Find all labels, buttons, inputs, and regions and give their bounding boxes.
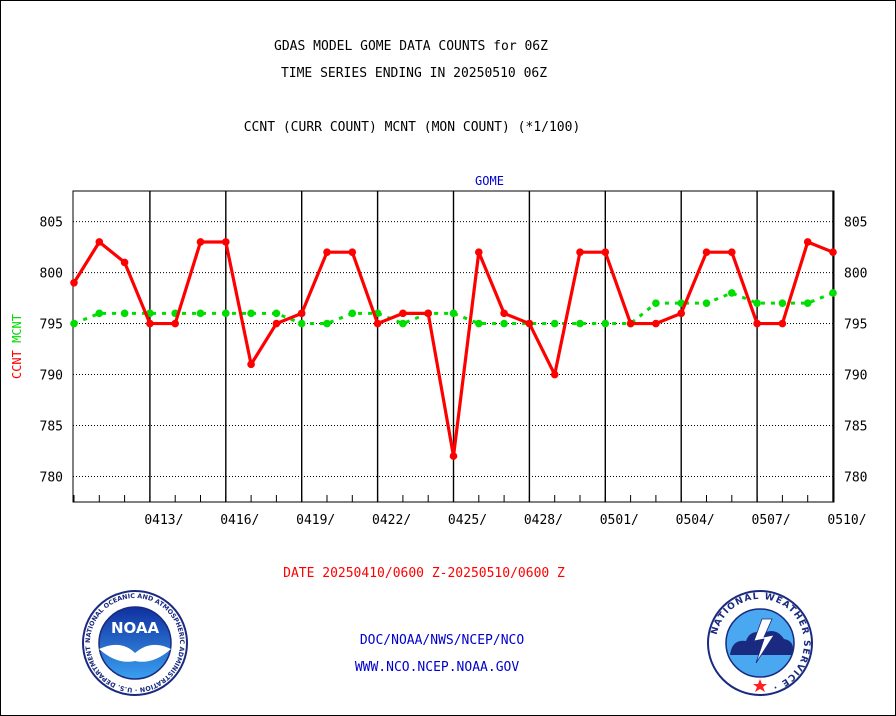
data-point-ccnt (70, 278, 78, 287)
data-point-ccnt (525, 319, 534, 328)
y-axis-label: CCNT MCNT (10, 314, 24, 379)
data-point-mcnt (348, 309, 357, 318)
y-tick-label-right: 795 (844, 318, 867, 333)
data-point-mcnt (222, 309, 230, 318)
data-point-ccnt (803, 238, 812, 246)
data-point-ccnt (272, 319, 281, 328)
data-point-mcnt (95, 309, 104, 318)
data-point-ccnt (399, 309, 407, 318)
data-point-ccnt (247, 360, 255, 369)
y-tick-label-left: 795 (40, 318, 63, 333)
nws-logo: NATIONAL WEATHER SERVICE · (707, 590, 813, 696)
data-point-ccnt (424, 309, 433, 318)
data-point-ccnt (120, 258, 129, 267)
y-axis-label-ccnt: CCNT (10, 343, 24, 379)
data-point-ccnt (677, 309, 685, 318)
y-tick-label-left: 800 (40, 267, 63, 282)
data-point-ccnt (146, 319, 154, 328)
data-point-mcnt (247, 309, 255, 318)
x-tick-label: 0416/ (220, 513, 259, 528)
y-tick-label-right: 800 (844, 267, 867, 282)
data-point-mcnt (702, 299, 711, 307)
title-line-1: GDAS MODEL GOME DATA COUNTS for 06Z (274, 39, 548, 54)
data-point-mcnt (500, 319, 508, 328)
data-point-ccnt (626, 319, 635, 328)
data-point-mcnt (399, 319, 407, 328)
data-point-mcnt (70, 319, 78, 328)
data-point-mcnt (550, 319, 559, 328)
x-tick-label: 0413/ (144, 513, 183, 528)
y-tick-label-left: 805 (40, 216, 63, 231)
x-tick-label: 0422/ (372, 513, 411, 528)
y-tick-label-right: 780 (844, 471, 867, 486)
x-tick-label: 0419/ (296, 513, 335, 528)
data-point-ccnt (323, 248, 331, 256)
data-point-ccnt (550, 370, 559, 379)
data-point-ccnt (373, 319, 382, 328)
data-point-ccnt (652, 319, 660, 328)
y-axis-label-mcnt: MCNT (10, 314, 24, 343)
data-point-mcnt (576, 319, 584, 328)
star-icon (753, 679, 767, 692)
data-point-ccnt (171, 319, 179, 328)
data-point-mcnt (475, 319, 483, 328)
data-point-mcnt (778, 299, 787, 307)
data-point-mcnt (803, 299, 812, 307)
data-point-mcnt (753, 299, 761, 307)
data-point-ccnt (222, 238, 230, 246)
y-tick-label-right: 790 (844, 369, 867, 384)
data-point-ccnt (196, 238, 205, 246)
data-point-mcnt (829, 289, 837, 297)
data-point-mcnt (120, 309, 129, 318)
data-point-ccnt (728, 248, 736, 256)
data-point-ccnt (576, 248, 584, 256)
data-point-ccnt (702, 248, 711, 256)
website-link[interactable]: WWW.NCO.NCEP.NOAA.GOV (354, 660, 520, 675)
y-tick-label-right: 785 (844, 420, 867, 435)
x-tick-label: 0425/ (448, 513, 487, 528)
data-point-ccnt (601, 248, 610, 256)
noaa-logo: NATIONAL OCEANIC AND ATMOSPHERIC ADMINIS… (81, 589, 188, 696)
y-tick-label-left: 790 (40, 369, 63, 384)
data-point-mcnt (297, 319, 306, 328)
data-point-ccnt (829, 248, 837, 256)
x-tick-label: 0510/ (827, 513, 866, 528)
x-tick-label: 0501/ (600, 513, 639, 528)
org-path-label: DOC/NOAA/NWS/NCEP/NCO (359, 633, 525, 648)
data-point-mcnt (272, 309, 281, 318)
data-point-mcnt (728, 289, 736, 297)
data-point-mcnt (601, 319, 610, 328)
data-point-ccnt (778, 319, 787, 328)
data-point-mcnt (449, 309, 458, 318)
data-point-ccnt (500, 309, 508, 318)
data-point-mcnt (323, 319, 331, 328)
y-tick-label-left: 785 (40, 420, 63, 435)
data-point-ccnt (753, 319, 761, 328)
date-range-label: DATE 20250410/0600 Z-20250510/0600 Z (283, 566, 565, 581)
data-point-ccnt (475, 248, 483, 256)
chart-subtitle: CCNT (CURR COUNT) MCNT (MON COUNT) (*1/1… (243, 120, 581, 135)
data-point-mcnt (196, 309, 205, 318)
data-point-ccnt (95, 238, 104, 246)
x-tick-label: 0504/ (676, 513, 715, 528)
y-tick-label-left: 780 (40, 471, 63, 486)
y-tick-label-right: 805 (844, 216, 867, 231)
data-point-mcnt (652, 299, 660, 307)
title-line-2: TIME SERIES ENDING IN 20250510 06Z (280, 66, 548, 81)
noaa-center-text: NOAA (111, 619, 160, 637)
data-point-ccnt (449, 452, 458, 460)
x-tick-label: 0428/ (524, 513, 563, 528)
panel-title: GOME (475, 174, 504, 188)
x-tick-label: 0507/ (752, 513, 791, 528)
data-point-ccnt (297, 309, 306, 318)
data-point-ccnt (348, 248, 357, 256)
